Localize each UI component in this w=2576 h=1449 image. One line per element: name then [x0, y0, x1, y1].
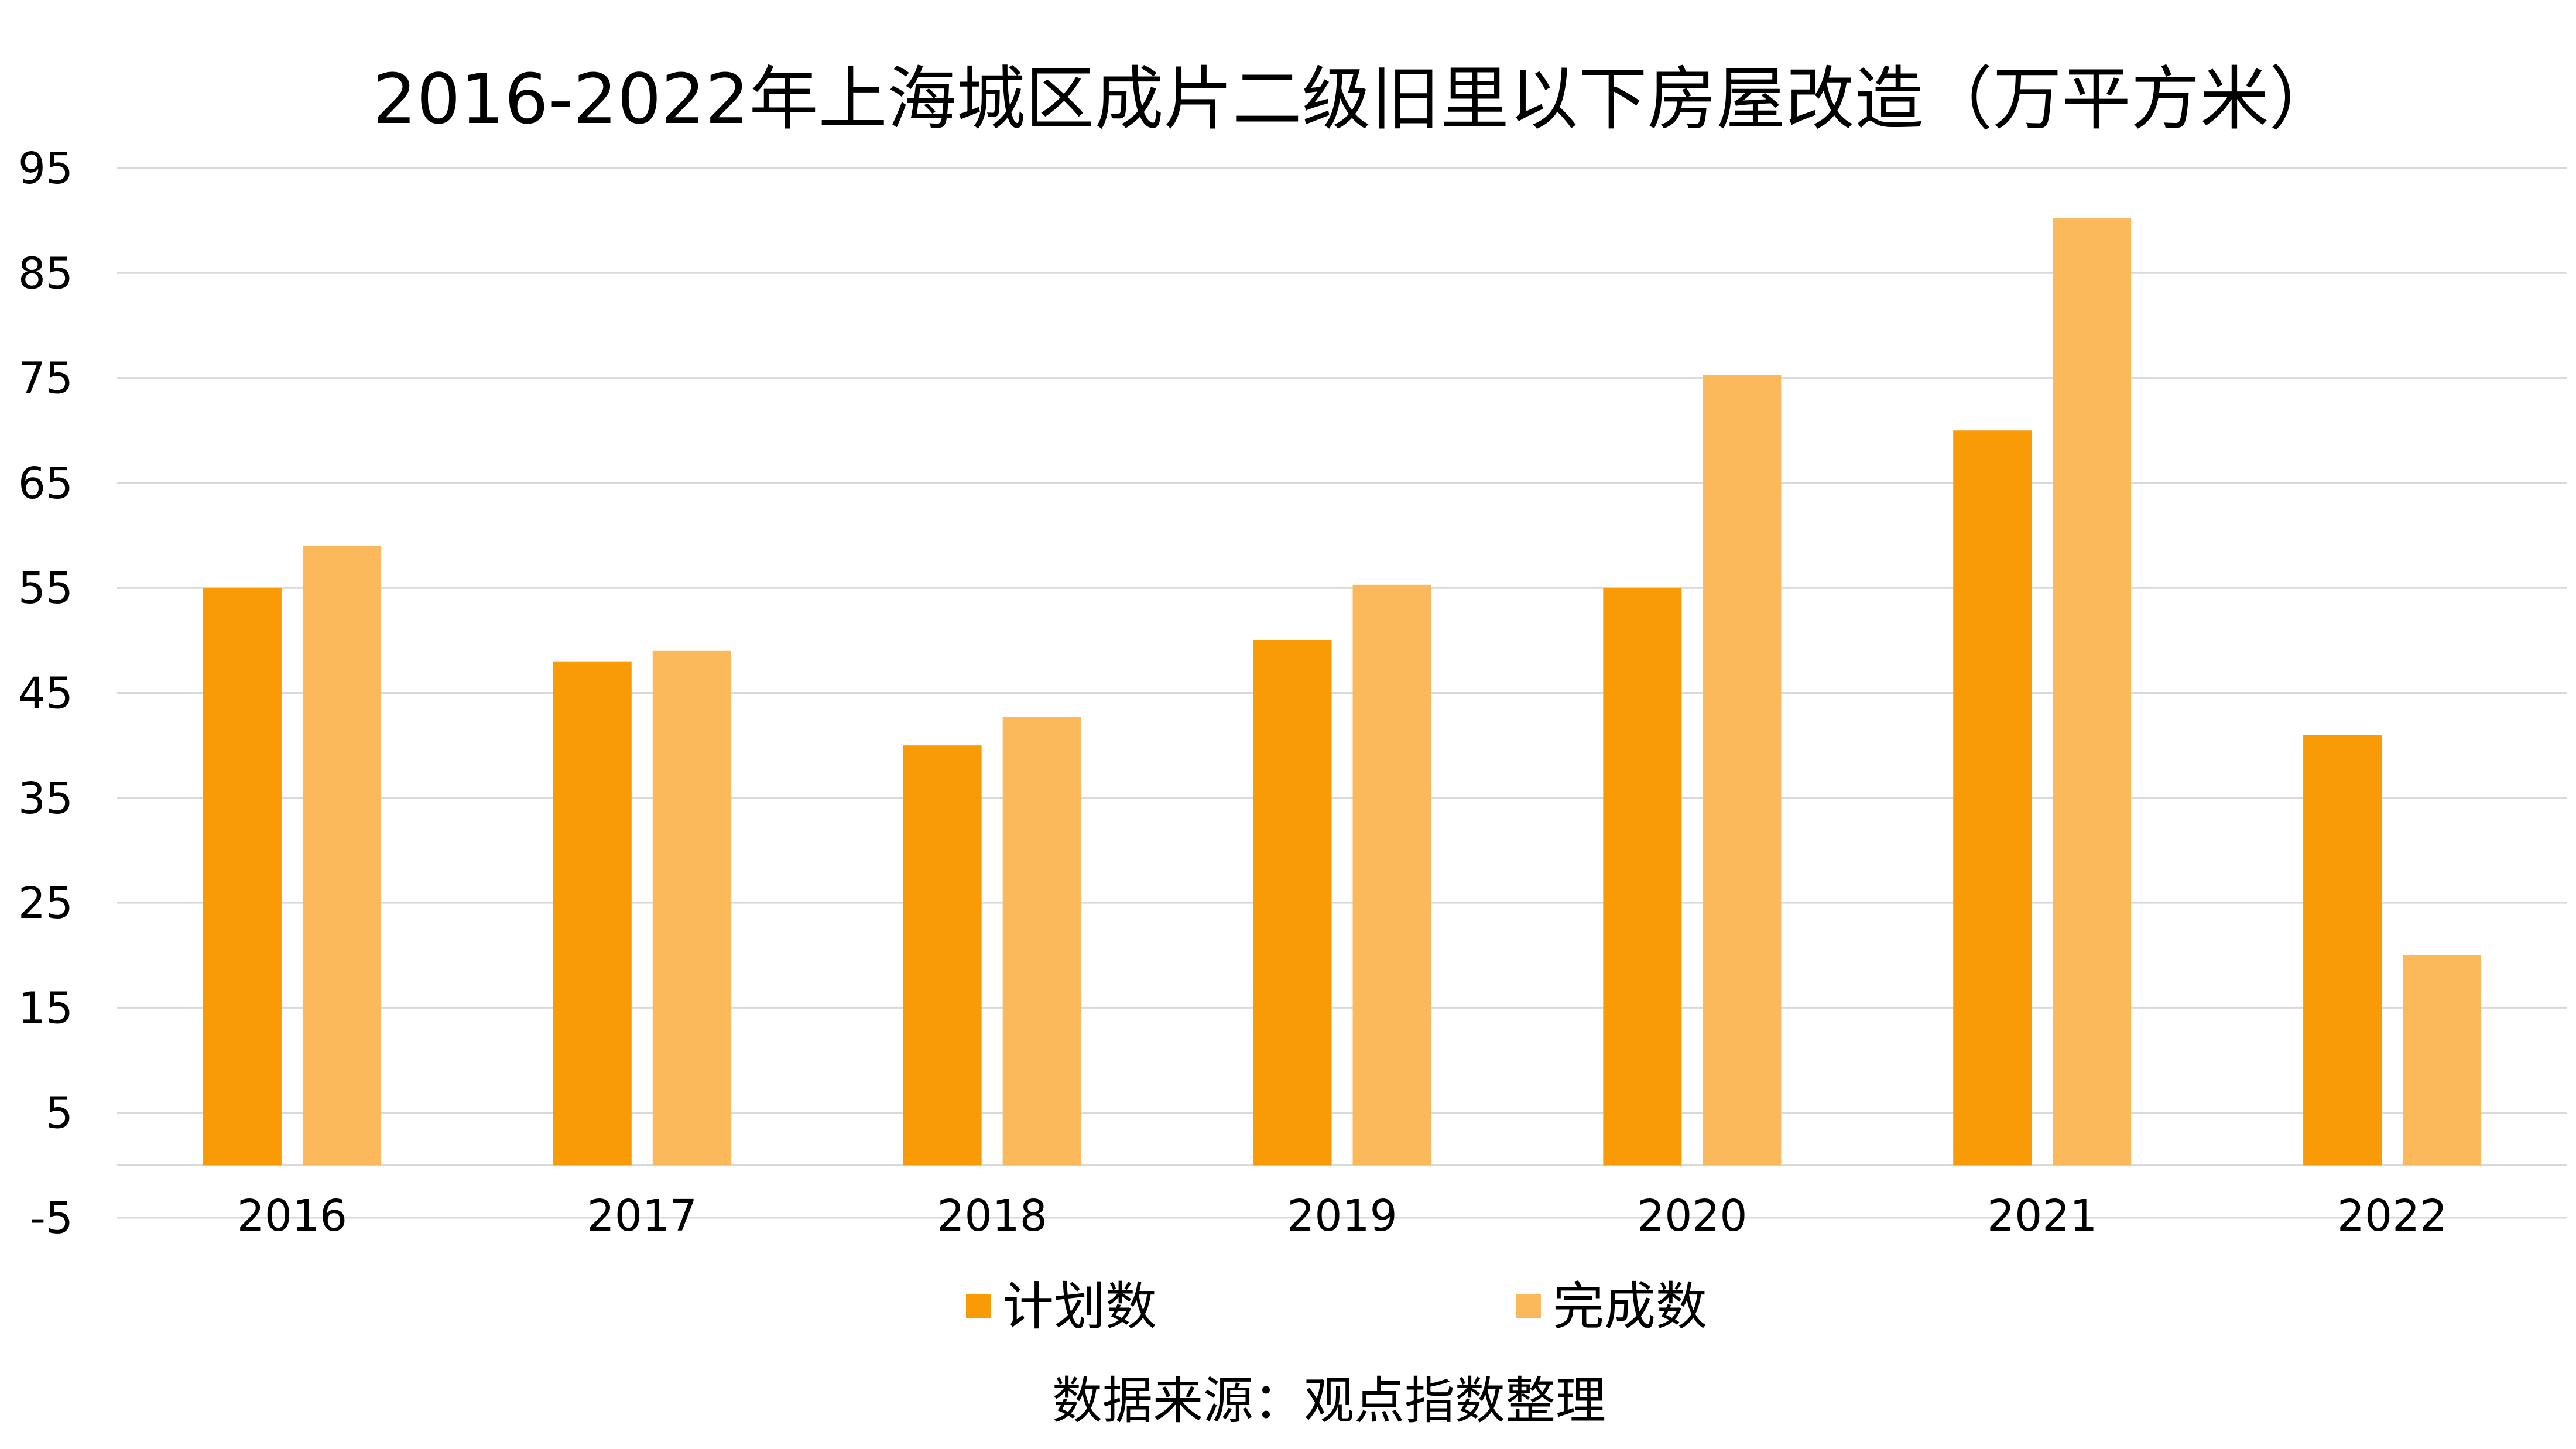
y-tick-label: 25 — [18, 878, 73, 929]
y-tick-label: 65 — [18, 458, 73, 509]
bar-done-2021 — [2053, 218, 2132, 1166]
bar-done-2020 — [1703, 375, 1782, 1166]
x-axis-ticks: 2016 2017 2018 2019 2020 2021 2022 — [237, 1191, 2447, 1241]
bar-plan-2016 — [203, 588, 282, 1166]
bar-done-2017 — [652, 650, 731, 1166]
x-tick-label: 2019 — [1287, 1191, 1397, 1241]
y-tick-label: 35 — [18, 773, 73, 824]
bars — [203, 218, 2482, 1166]
x-tick-label: 2018 — [937, 1191, 1047, 1241]
chart-title: 2016-2022年上海城区成片二级旧里以下房屋改造（万平方米） — [372, 59, 2338, 139]
y-tick-label: 55 — [18, 563, 73, 614]
gridlines — [117, 167, 2567, 1219]
x-tick-label: 2022 — [2337, 1191, 2447, 1241]
y-tick-label: 15 — [18, 983, 73, 1033]
bar-plan-2020 — [1603, 588, 1682, 1166]
legend-label-1: 完成数 — [1553, 1276, 1707, 1337]
y-tick-label: 45 — [18, 669, 73, 719]
bar-plan-2017 — [553, 661, 632, 1166]
legend-swatch-1 — [1516, 1294, 1541, 1318]
bar-plan-2019 — [1253, 640, 1332, 1166]
bar-done-2022 — [2403, 955, 2482, 1166]
y-axis-ticks: -5 5 15 25 35 45 55 65 75 85 95 — [18, 143, 73, 1244]
legend-label-0: 计划数 — [1002, 1276, 1157, 1337]
bar-plan-2021 — [1953, 430, 2032, 1166]
bar-done-2018 — [1002, 717, 1081, 1166]
legend: 计划数 完成数 — [966, 1276, 1707, 1337]
bar-plan-2018 — [903, 745, 982, 1166]
y-tick-label: 85 — [18, 248, 73, 299]
source-note: 数据来源：观点指数整理 — [1052, 1372, 1606, 1430]
x-tick-label: 2020 — [1637, 1191, 1747, 1241]
y-tick-label: 5 — [46, 1088, 73, 1139]
bar-plan-2022 — [2303, 735, 2382, 1166]
bar-done-2019 — [1352, 584, 1431, 1166]
bar-done-2016 — [302, 546, 381, 1166]
y-tick-label: 75 — [18, 354, 73, 404]
y-tick-label: 95 — [18, 143, 73, 194]
legend-swatch-0 — [966, 1294, 991, 1318]
x-tick-label: 2017 — [587, 1191, 697, 1241]
x-tick-label: 2021 — [1987, 1191, 2097, 1241]
y-tick-label: -5 — [30, 1193, 73, 1244]
x-tick-label: 2016 — [237, 1191, 347, 1241]
